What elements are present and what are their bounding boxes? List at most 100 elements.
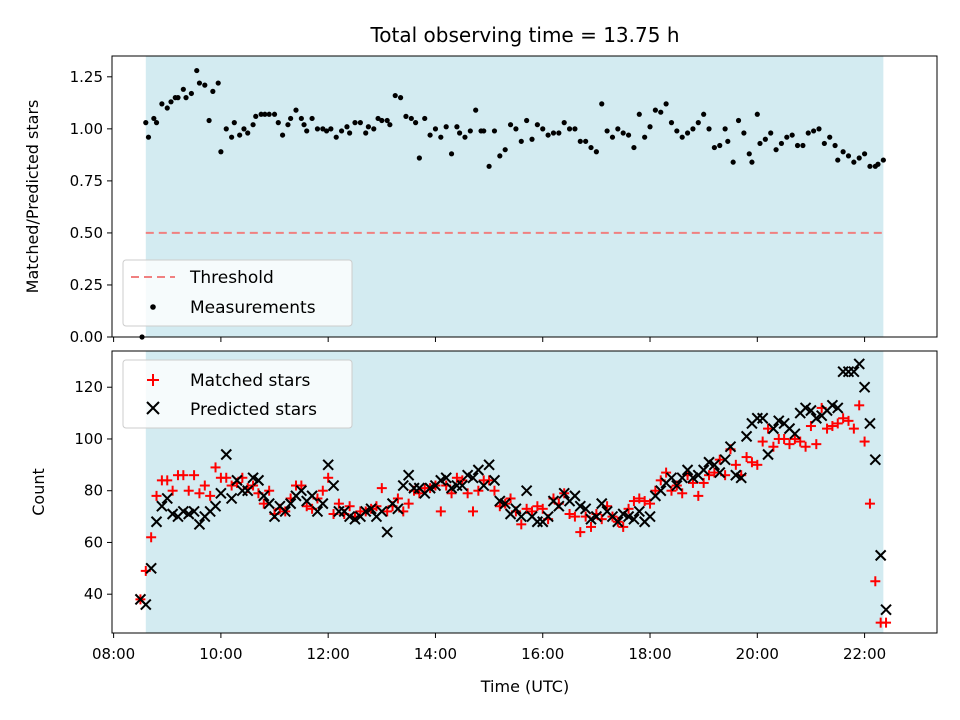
x-tick-label: 20:00 [736, 645, 779, 663]
legend-measurements-swatch [150, 304, 156, 310]
predicted-star-point [317, 497, 329, 510]
measurement-point [690, 126, 696, 132]
predicted-star-point [242, 484, 254, 497]
measurement-point [674, 128, 680, 134]
matched-star-point [854, 400, 865, 411]
predicted-star-point [499, 497, 511, 510]
measurement-point [338, 128, 345, 134]
matched-star-point [532, 501, 543, 512]
time-x-axis: 08:00 10:00 12:00 14:00 16:00 18:00 20:00 22:00 [92, 633, 886, 663]
predicted-star-point [681, 464, 694, 476]
predicted-star-point [697, 464, 710, 476]
predicted-star-point [735, 472, 747, 484]
measurement-point [695, 120, 701, 126]
predicted-star-point [569, 490, 581, 502]
measurement-point [432, 126, 439, 132]
measurement-point [789, 132, 795, 138]
measurement-point [588, 144, 594, 151]
matched-star-point [881, 617, 892, 628]
measurement-point [397, 95, 404, 101]
predicted-star-point [724, 441, 737, 453]
legend-matched-swatch [147, 374, 159, 386]
matched-star-point [392, 493, 403, 504]
matched-star-point [183, 485, 194, 496]
predicted-star-point [596, 497, 608, 510]
measurement-point [717, 142, 723, 149]
count-y-axis-label: Count [29, 468, 48, 516]
predicted-star-point [869, 453, 882, 466]
measurement-point [778, 140, 785, 147]
matched-star-point [457, 475, 468, 486]
ratio-y-axis: 0.00 0.25 0.50 0.75 1.00 1.25 [70, 68, 112, 346]
predicted-star-point [392, 503, 404, 515]
matched-star-point [822, 423, 833, 434]
x-tick-label: 16:00 [521, 645, 564, 663]
measurement-point [164, 105, 170, 111]
measurement-point [524, 117, 530, 124]
matched-star-point [489, 485, 500, 496]
measurement-point [816, 126, 822, 132]
legend-predicted-label: Predicted stars [190, 400, 317, 420]
matched-star-point [730, 459, 741, 470]
measurement-point [768, 130, 774, 136]
predicted-star-point [488, 474, 501, 487]
predicted-star-point [553, 500, 565, 512]
predicted-star-point [767, 422, 780, 435]
measurement-point [266, 111, 272, 117]
predicted-star-point [848, 365, 860, 378]
measurement-point [168, 99, 174, 105]
matched-star-point [827, 421, 838, 432]
measurement-point [663, 101, 669, 107]
measurement-point [218, 149, 224, 155]
ratio-plot-frame [111, 55, 938, 338]
measurement-point [194, 67, 200, 74]
measurement-point [250, 122, 256, 128]
predicted-stars-points [134, 358, 892, 616]
ratio-legend-box [122, 259, 353, 327]
matched-star-point [569, 511, 580, 522]
measurement-point [540, 126, 546, 132]
ratio-panel: 0.00 0.25 0.50 0.75 1.00 1.25 Matched/Predict… [23, 55, 938, 346]
predicted-star-point [612, 516, 624, 528]
matched-star-point [403, 498, 414, 509]
matched-star-point [248, 480, 259, 491]
measurement-point [206, 117, 212, 124]
measurement-point [288, 115, 294, 122]
measurement-point [443, 124, 449, 130]
measurement-point [387, 122, 393, 128]
measurement-point [427, 132, 433, 138]
measurement-point [851, 159, 857, 165]
measurement-point [275, 120, 281, 126]
matched-star-point [838, 413, 849, 424]
count-legend-box [122, 359, 353, 429]
predicted-star-point [215, 487, 227, 500]
measurement-point [875, 161, 881, 167]
measurement-point [762, 136, 768, 142]
measurement-point [392, 92, 398, 99]
y-tick-label: 100 [74, 430, 103, 448]
measurement-point [757, 140, 763, 147]
matched-star-point [741, 452, 752, 463]
predicted-star-point [676, 472, 688, 484]
measurement-point [620, 130, 626, 136]
measurement-point [183, 95, 189, 101]
matched-star-point [661, 467, 672, 478]
matched-star-point [205, 490, 216, 501]
matched-star-point [763, 423, 774, 434]
matched-star-point [194, 488, 205, 499]
legend-measurements-label: Measurements [190, 298, 316, 318]
measurement-point [631, 144, 637, 151]
predicted-star-point [483, 459, 495, 471]
measurement-point [861, 151, 868, 157]
count-panel: 40 60 80 100 120 08:00 10:00 12:00 14:00 16:00 18… [29, 350, 938, 696]
measurement-point [279, 132, 286, 138]
predicted-star-point [156, 500, 168, 512]
measurement-point [365, 124, 372, 130]
measurement-point [413, 120, 419, 126]
predicted-star-point [590, 510, 603, 523]
predicted-star-point [327, 479, 340, 492]
measurement-point [210, 88, 216, 94]
y-tick-label: 60 [84, 533, 103, 551]
matched-star-point [264, 485, 275, 496]
predicted-star-point [365, 503, 377, 515]
